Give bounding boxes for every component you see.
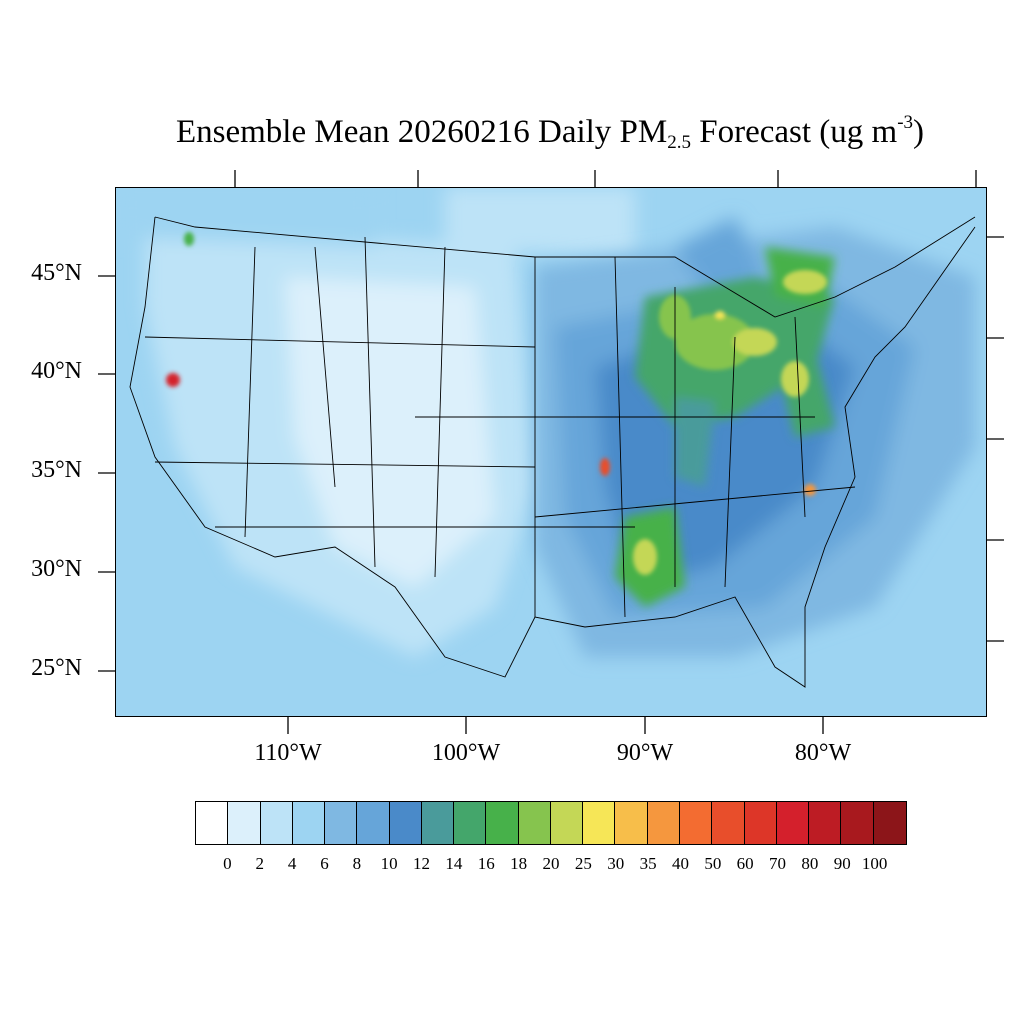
colorbar-label: 8 [352,854,362,873]
lat-label-25n: 25°N [31,655,82,681]
colorbar-swatch [357,802,390,844]
title-end: ) [913,114,925,150]
colorbar-swatch [518,802,551,844]
title-main: Ensemble Mean 20260216 Daily PM [175,114,668,150]
coastlines-and-borders [129,216,976,688]
lon-label-80w: 80°W [794,740,852,766]
colorbar-label: 2 [255,854,264,873]
colorbar [195,801,907,845]
lat-label-30n: 30°N [31,556,82,582]
colorbar-label: 50 [704,854,722,873]
colorbar-label: 4 [287,854,297,873]
colorbar-label: 12 [413,854,431,873]
colorbar-swatch [873,802,906,844]
colorbar-swatch [454,802,487,844]
lon-label-90w: 90°W [616,740,674,766]
lat-label-45n: 45°N [31,260,82,286]
title-superscript: -3 [897,112,914,133]
colorbar-swatch [325,802,358,844]
colorbar-label: 25 [574,854,592,873]
colorbar-swatch [776,802,810,844]
colorbar-label: 20 [542,854,560,873]
pm-field-low [115,187,635,657]
lon-label-110w: 110°W [254,740,322,766]
map-title: Ensemble Mean 20260216 Daily PM2.5 Forec… [0,112,1024,154]
colorbar-swatch [421,802,455,844]
colorbar-label: 90 [833,854,851,873]
colorbar-label: 35 [639,854,657,873]
pm-field-peak [166,232,827,575]
colorbar-swatch [583,802,616,844]
colorbar-swatch [389,802,422,844]
lat-label-35n: 35°N [31,457,82,483]
colorbar-swatch [712,802,745,844]
colorbar-swatch [260,802,293,844]
colorbar-swatch [744,802,777,844]
colorbar-label: 70 [769,854,787,873]
colorbar-label: 18 [510,854,528,873]
lat-label-40n: 40°N [31,358,82,384]
colorbar-label: 40 [671,854,689,873]
colorbar-label: 100 [861,854,888,873]
map-plot-area [115,187,987,717]
colorbar-swatch [809,802,842,844]
colorbar-swatch [647,802,680,844]
colorbar-label: 60 [736,854,754,873]
colorbar-swatch [615,802,648,844]
colorbar-label: 80 [801,854,819,873]
colorbar-swatch [679,802,713,844]
colorbar-label: 10 [380,854,398,873]
colorbar-swatch [841,802,874,844]
colorbar-labels: 0 2 4 6 8 10 12 14 16 18 20 25 30 35 40 50 60 70 80 90 100 [195,854,907,878]
colorbar-swatch [486,802,519,844]
colorbar-label: 14 [445,854,463,873]
colorbar-label: 16 [477,854,495,873]
colorbar-label: 30 [607,854,625,873]
title-subscript: 2.5 [667,132,691,153]
colorbar-swatch [228,802,261,844]
title-mid: Forecast (ug m [691,114,898,150]
colorbar-label: 6 [320,854,329,873]
colorbar-swatch [550,802,584,844]
colorbar-swatch [196,802,229,844]
lon-label-100w: 100°W [431,740,501,766]
colorbar-label: 0 [223,854,232,873]
pm25-map [115,187,987,717]
colorbar-swatch [292,802,326,844]
